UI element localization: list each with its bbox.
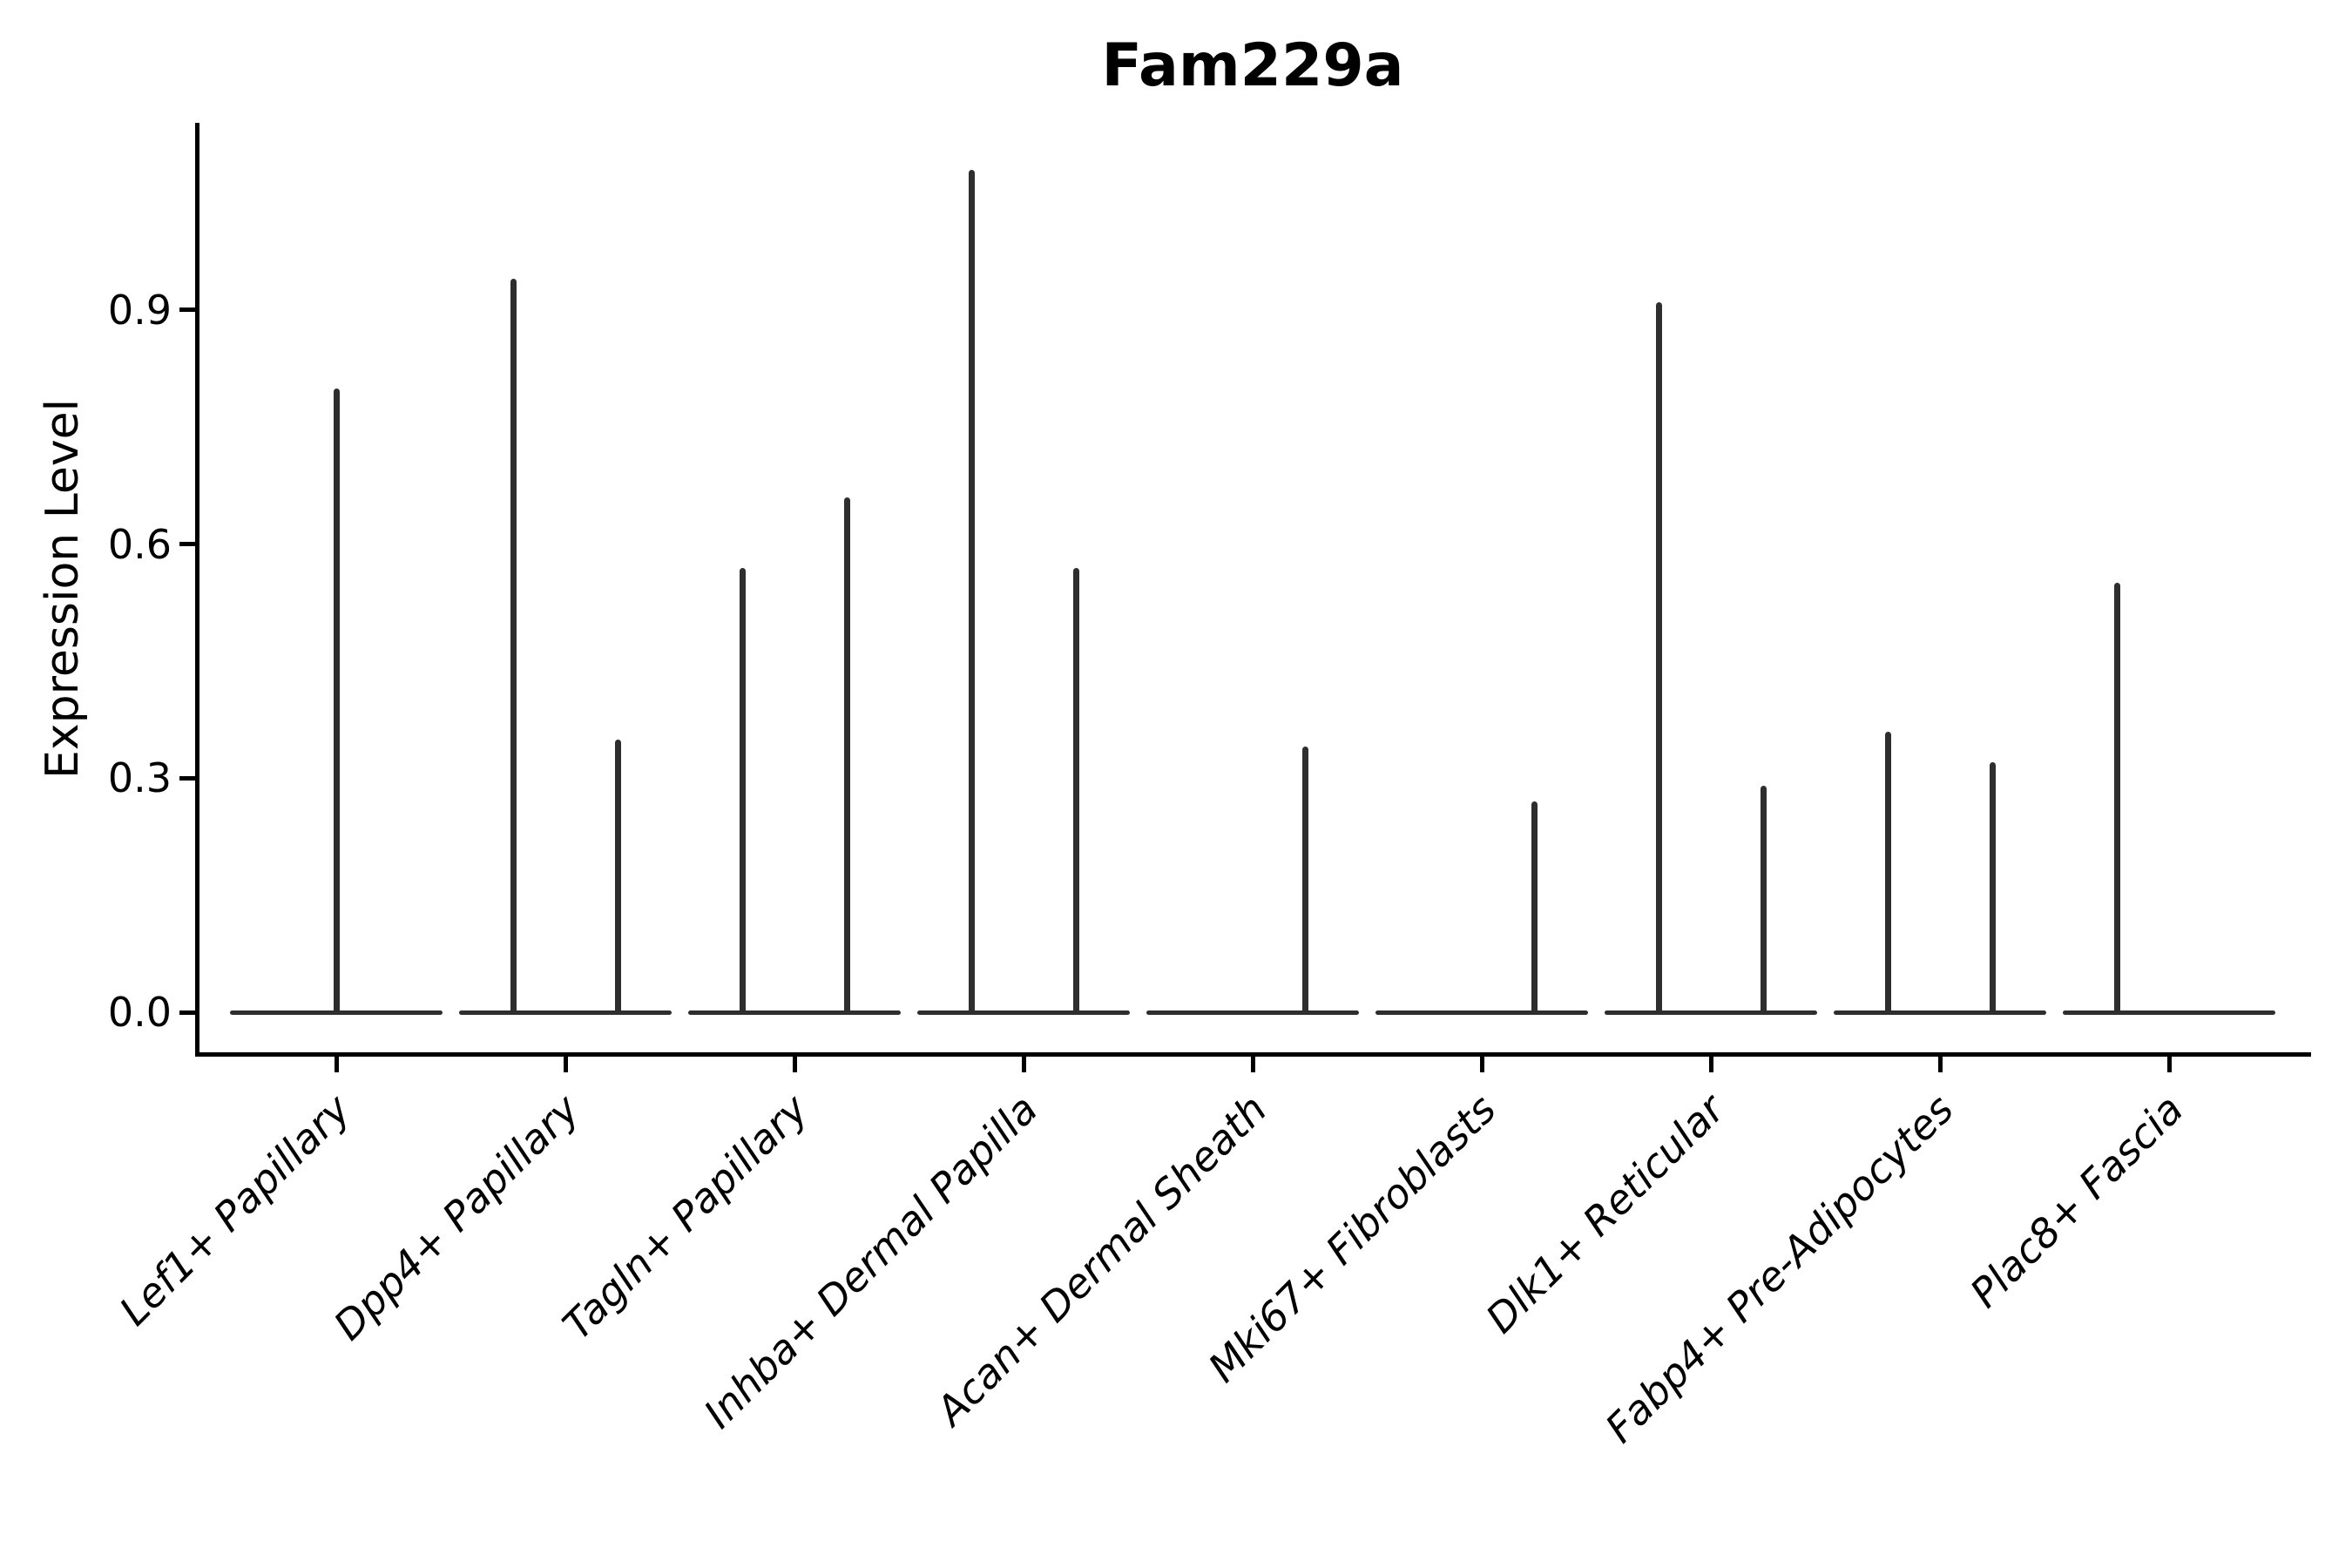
y-axis-label: Expression Level [37,398,89,780]
x-tick-label: Dpp4+ Papillary [324,1085,589,1349]
x-tick-label: Plac8+ Fascia [1960,1085,2193,1317]
x-tick [1021,1056,1026,1072]
violin-spike [1531,801,1538,1012]
x-tick [792,1056,797,1072]
y-tick [179,542,195,547]
violin-base [1375,1010,1588,1015]
violin-spike [843,497,850,1012]
violin-base [1605,1010,1817,1015]
x-tick [1479,1056,1484,1072]
x-tick-label: Tagln+ Papillary [553,1085,818,1349]
y-tick-label: 0.9 [107,286,172,334]
violin-spike [333,388,340,1012]
x-tick-label: Lef1+ Papillary [110,1085,360,1335]
x-tick [1250,1056,1255,1072]
violin-base [917,1010,1130,1015]
y-tick-label: 0.0 [107,989,172,1036]
x-tick [563,1056,568,1072]
violin-base [2063,1010,2275,1015]
x-tick-label: Dlk1+ Reticular [1477,1085,1734,1342]
y-tick [179,1010,195,1015]
violin-base [230,1010,443,1015]
x-tick [1937,1056,1943,1072]
x-axis-spine [194,1051,2311,1057]
x-tick [2166,1056,2172,1072]
violin-spike [1760,786,1767,1012]
y-axis-spine [194,123,199,1057]
violin-spike [2113,583,2120,1012]
violin-base [1834,1010,2046,1015]
violin-base [688,1010,901,1015]
violin-spike [1301,747,1308,1012]
violin-spike [510,279,517,1012]
y-tick-label: 0.6 [107,520,172,568]
violin-base [1146,1010,1359,1015]
violin-spike [1884,731,1891,1012]
x-tick [334,1056,339,1072]
violin-spike [968,169,975,1012]
violin-spike [614,739,621,1012]
violin-base [459,1010,672,1015]
chart-title: Fam229a [1101,31,1404,100]
violin-spike [1989,762,1996,1012]
violin-spike [1072,567,1079,1012]
y-tick [179,308,195,313]
x-tick [1708,1056,1713,1072]
y-tick [179,775,195,781]
violin-spike [739,567,746,1012]
y-tick-label: 0.3 [107,754,172,802]
violin-spike [1655,302,1662,1012]
